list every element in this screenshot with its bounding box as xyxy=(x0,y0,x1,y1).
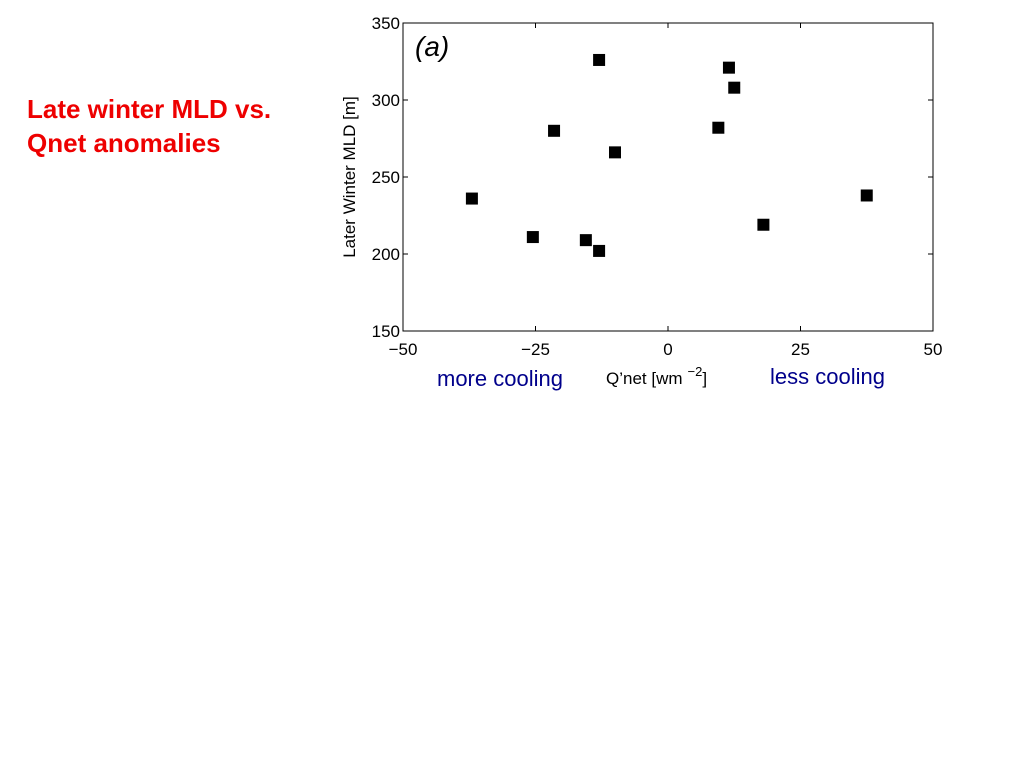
x-axis-label: Q’net [wm −2] xyxy=(606,364,707,388)
data-markers xyxy=(465,53,873,257)
y-tick-label: 300 xyxy=(372,91,400,110)
x-tick-labels: −50 −25 0 25 50 xyxy=(389,340,943,359)
less-cooling-note: less cooling xyxy=(770,364,885,389)
data-point-marker xyxy=(722,61,735,74)
data-point-marker xyxy=(465,192,478,205)
y-tick-label: 350 xyxy=(372,14,400,33)
data-point-marker xyxy=(757,218,770,231)
x-axis-label-superscript: −2 xyxy=(688,364,703,379)
data-point-marker xyxy=(860,189,873,202)
data-point-marker xyxy=(526,231,539,244)
data-point-marker xyxy=(579,234,592,247)
slide-title: Late winter MLD vs. Qnet anomalies xyxy=(27,92,271,160)
data-point-marker xyxy=(712,121,725,134)
tick-marks xyxy=(402,22,934,332)
more-cooling-note: more cooling xyxy=(437,366,563,391)
x-tick-label: 25 xyxy=(791,340,810,359)
data-point-marker xyxy=(728,81,741,94)
x-tick-label: 50 xyxy=(924,340,943,359)
y-tick-labels: 150 200 250 300 350 xyxy=(372,14,400,341)
panel-label: (a) xyxy=(415,31,449,62)
plot-frame xyxy=(402,22,934,332)
y-axis-label: Later Winter MLD [m] xyxy=(340,96,359,258)
x-axis-label-main: Q’net [wm xyxy=(606,369,683,388)
y-tick-label: 200 xyxy=(372,245,400,264)
data-point-marker xyxy=(548,124,561,137)
data-point-marker xyxy=(593,244,606,257)
y-tick-label: 150 xyxy=(372,322,400,341)
x-tick-label: 0 xyxy=(663,340,672,359)
x-tick-label: −50 xyxy=(389,340,418,359)
slide-title-line-1: Late winter MLD vs. xyxy=(27,94,272,124)
data-point-marker xyxy=(593,53,606,66)
x-axis-label-suffix: ] xyxy=(702,369,707,388)
y-tick-label: 250 xyxy=(372,168,400,187)
x-tick-label: −25 xyxy=(521,340,550,359)
data-point-marker xyxy=(609,146,621,159)
slide-title-line-2: Qnet anomalies xyxy=(27,128,221,158)
